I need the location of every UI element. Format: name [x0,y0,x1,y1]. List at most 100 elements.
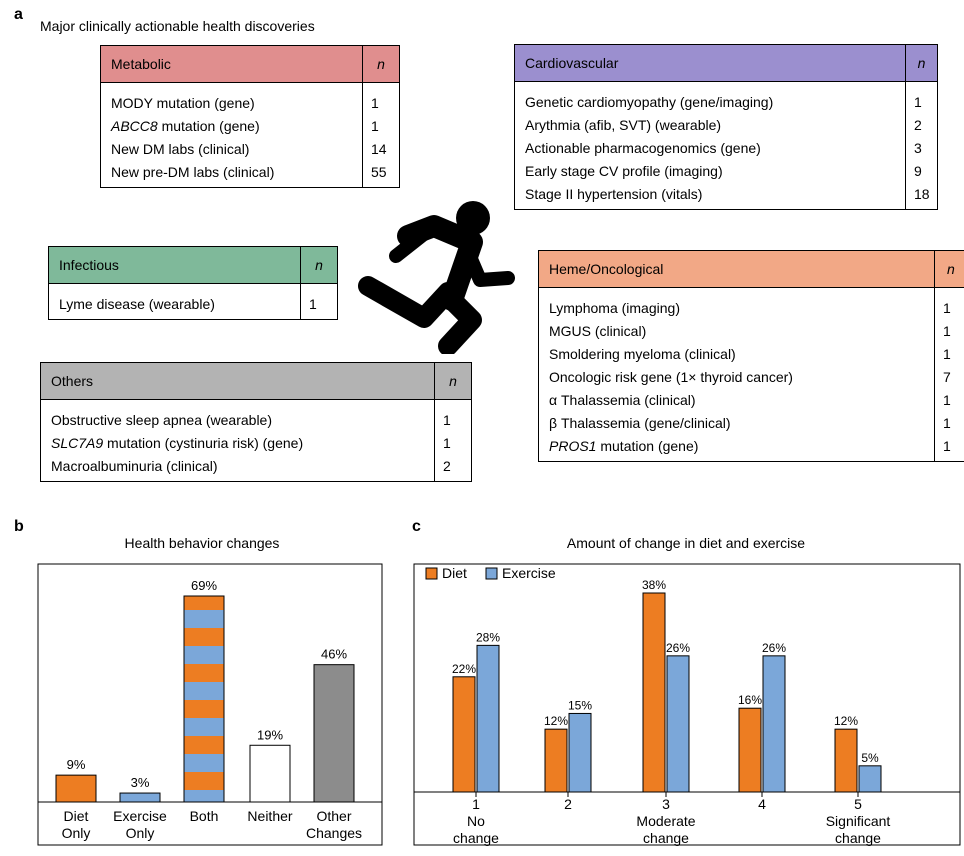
metabolic-n-header: n [362,45,400,83]
cardiovascular-row: Actionable pharmacogenomics (gene) 3 [515,136,938,159]
heme-row: Lymphoma (imaging) 1 [539,287,964,319]
chart-c-category-label: Moderate [636,813,695,829]
chart-c-bar-exercise [476,644,500,793]
chart-c-value-label: 22% [452,662,476,676]
panel-a-letter: a [14,6,23,23]
others-row-count: 1 [434,399,472,431]
cardiovascular-row-label: Stage II hypertension (vitals) [525,185,703,202]
heme-row-count: 7 [934,365,964,388]
running-person-icon [358,201,515,354]
others-row-count: 2 [434,454,472,482]
chart-b-category-label: Only [62,825,91,841]
chart-b-category-label: Exercise [113,808,167,824]
chart-b: Health behavior changes9%DietOnly3%Exerc… [37,535,383,846]
chart-c-value-label: 38% [642,578,666,592]
metabolic-row-label: ABCC8 mutation (gene) [111,117,260,134]
others-table: Others n Obstructive sleep apnea (wearab… [40,362,472,482]
cardiovascular-row-count: 1 [905,81,938,113]
cardiovascular-row: Genetic cardiomyopathy (gene/imaging) 1 [515,81,938,113]
chart-b-frame [37,563,383,846]
chart-c-bar-exercise [568,712,592,793]
infectious-table: Infectious n Lyme disease (wearable) 1 [48,246,338,320]
cardiovascular-row-label: Arythmia (afib, SVT) (wearable) [525,116,722,133]
chart-c-category-label: change [835,830,881,846]
chart-c-value-label: 26% [762,641,786,655]
cardiovascular-row-label: Early stage CV profile (imaging) [525,162,723,179]
cardiovascular-row: Stage II hypertension (vitals) 18 [515,182,938,210]
chart-c-legend-label: Exercise [502,565,556,581]
heme-row: MGUS (clinical) 1 [539,319,964,342]
cardiovascular-table: Cardiovascular n Genetic cardiomyopathy … [514,44,938,210]
chart-b-value-label: 9% [67,757,86,772]
heme-row-label: β Thalassemia (gene/clinical) [549,414,731,431]
chart-b-bar [55,774,97,803]
others-row-label: Macroalbuminuria (clinical) [51,457,218,474]
chart-c-bar-exercise [762,655,786,793]
metabolic-header: Metabolic [100,45,363,83]
heme-row-count: 1 [934,319,964,342]
metabolic-row-count: 1 [362,114,400,137]
chart-c-frame [413,563,961,846]
chart-c-value-label: 12% [834,714,858,728]
metabolic-row-label: New pre-DM labs (clinical) [111,163,275,180]
chart-b-category-label: Changes [306,825,362,841]
heme-row-count: 1 [934,434,964,462]
cardiovascular-row: Arythmia (afib, SVT) (wearable) 2 [515,113,938,136]
others-row: SLC7A9 mutation (cystinuria risk) (gene)… [41,431,472,454]
chart-c-legend-label: Diet [442,565,467,581]
chart-c-bar-exercise [858,765,882,793]
panel-b-letter: b [14,518,24,535]
infectious-row: Lyme disease (wearable) 1 [49,283,338,320]
cardiovascular-header: Cardiovascular [514,44,906,82]
chart-c-value-label: 26% [666,641,690,655]
chart-b-value-label: 19% [257,727,283,742]
chart-c-bar-diet [834,728,858,793]
chart-c-category-label: 2 [564,796,572,812]
infectious-n-header: n [300,246,338,284]
chart-c-legend-swatch [485,567,498,580]
heme-row-count: 1 [934,411,964,434]
chart-c-category-label: change [453,830,499,846]
cardiovascular-n-header: n [905,44,938,82]
metabolic-row-count: 14 [362,137,400,160]
chart-b-category-label: Only [126,825,155,841]
heme-row-count: 1 [934,287,964,319]
panel-a-title: Major clinically actionable health disco… [40,18,315,34]
metabolic-table: Metabolic n MODY mutation (gene) 1 ABCC8 m… [100,45,400,188]
chart-b-value-label: 46% [321,647,347,662]
cardiovascular-row-count: 9 [905,159,938,182]
heme-row-label: Oncologic risk gene (1× thyroid cancer) [549,368,793,385]
chart-c-bar-diet [544,728,568,793]
chart-c-bar-exercise [666,655,690,793]
chart-b-value-label: 69% [191,578,217,593]
heme-row-label: Lymphoma (imaging) [549,299,680,316]
others-row: Macroalbuminuria (clinical) 2 [41,454,472,482]
chart-b-bar [119,792,161,803]
heme-row-count: 1 [934,342,964,365]
cardiovascular-row: Early stage CV profile (imaging) 9 [515,159,938,182]
heme-row: Smoldering myeloma (clinical) 1 [539,342,964,365]
others-row-label: Obstructive sleep apnea (wearable) [51,411,273,428]
chart-c-bar-diet [452,676,476,793]
chart-c-value-label: 12% [544,714,568,728]
infectious-row-count: 1 [300,283,338,320]
chart-b-bar [183,595,225,803]
chart-c-value-label: 16% [738,693,762,707]
cardiovascular-row-count: 2 [905,113,938,136]
chart-b-bar [249,744,291,803]
metabolic-row-label: New DM labs (clinical) [111,140,250,157]
chart-c-category-label: change [643,830,689,846]
heme-row: Oncologic risk gene (1× thyroid cancer) 7 [539,365,964,388]
chart-c-legend-swatch [425,567,438,580]
metabolic-row: New DM labs (clinical) 14 [101,137,400,160]
chart-b-category-label: Other [316,808,351,824]
chart-c-category-label: 4 [758,796,766,812]
heme-row-label: MGUS (clinical) [549,322,647,339]
cardiovascular-row-label: Actionable pharmacogenomics (gene) [525,139,761,156]
chart-c-title: Amount of change in diet and exercise [567,535,805,551]
others-row: Obstructive sleep apnea (wearable) 1 [41,399,472,431]
chart-c-category-label: Significant [826,813,891,829]
infectious-header: Infectious [48,246,301,284]
others-row-label: SLC7A9 mutation (cystinuria risk) (gene) [51,434,304,451]
heme-row-count: 1 [934,388,964,411]
